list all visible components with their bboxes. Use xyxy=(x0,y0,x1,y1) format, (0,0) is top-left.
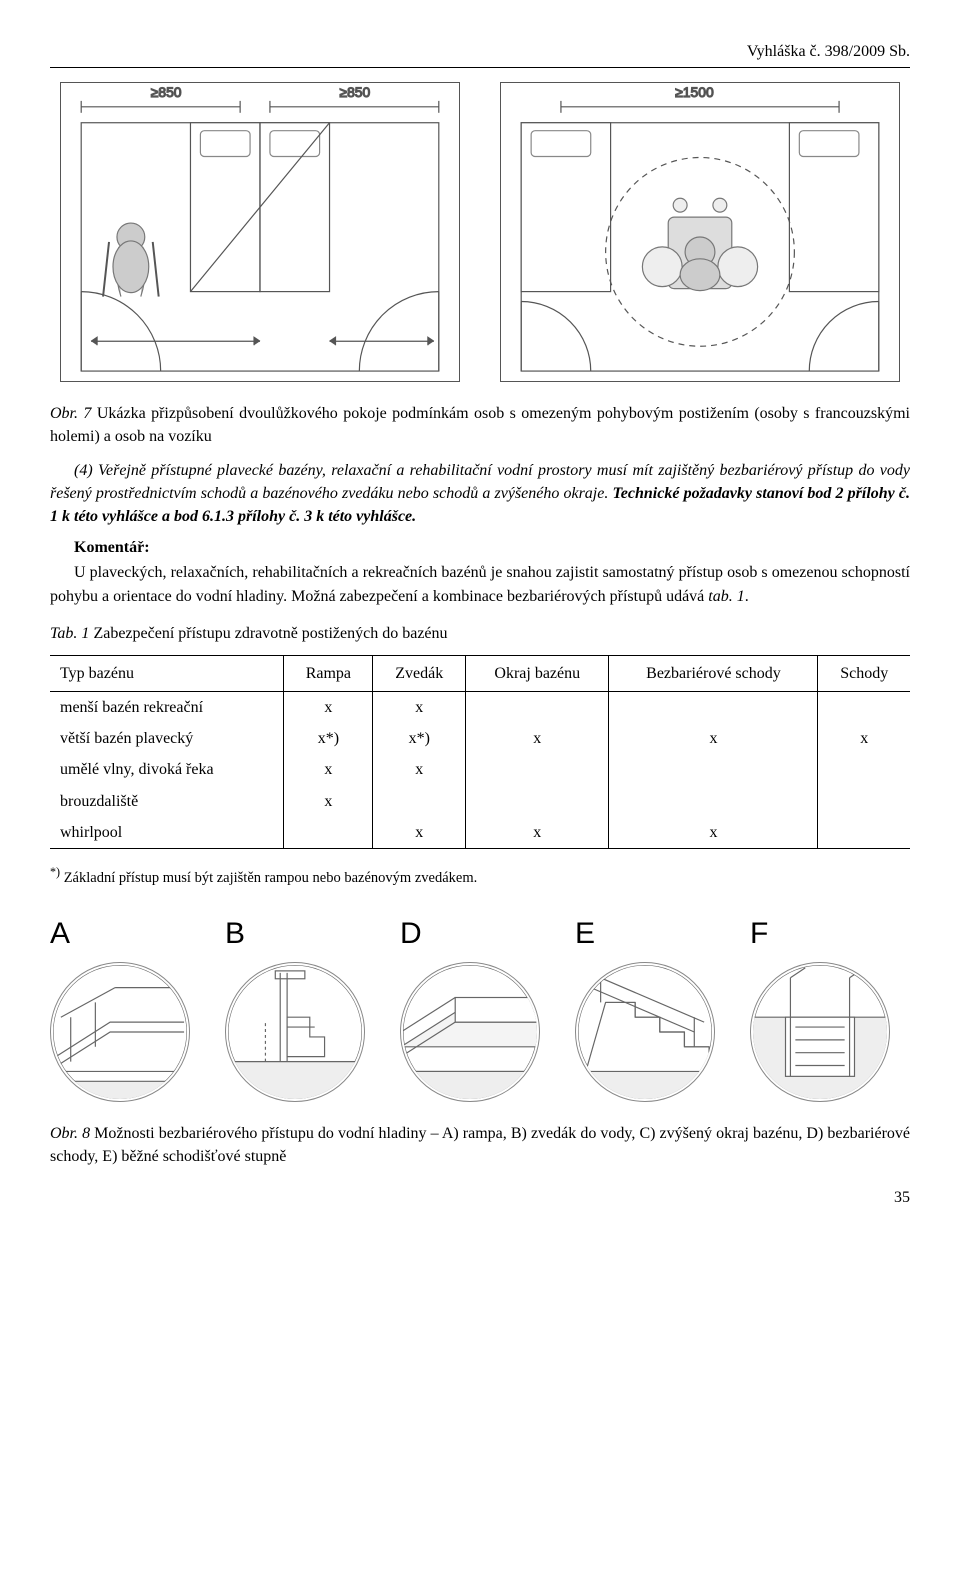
th-rampa: Rampa xyxy=(284,655,373,691)
circle-item-e: E xyxy=(575,912,735,1102)
circle-item-b: B xyxy=(225,912,385,1102)
th-schody: Schody xyxy=(818,655,910,691)
table-footnote: *) Základní přístup musí být zajištěn ra… xyxy=(50,864,910,889)
table-row: whirlpool x x x xyxy=(50,817,910,849)
circle-label-b: B xyxy=(225,912,245,956)
th-bezbar: Bezbariérové schody xyxy=(609,655,818,691)
circle-item-a: A xyxy=(50,912,210,1102)
figure-8-caption: Obr. 8 Možnosti bezbariérového přístupu … xyxy=(50,1122,910,1168)
circle-a-icon xyxy=(50,962,190,1102)
circle-label-f: F xyxy=(750,912,768,956)
svg-text:≥850: ≥850 xyxy=(151,84,182,100)
figure-7-text: Ukázka přizpůsobení dvoulůžkového pokoje… xyxy=(50,405,910,445)
figure-7-prefix: Obr. 7 xyxy=(50,405,91,422)
table-row: brouzdaliště x xyxy=(50,786,910,817)
footnote-mark: *) xyxy=(50,865,60,879)
commentary-end: . xyxy=(745,588,749,605)
table-body: menší bazén rekreační x x větší bazén pl… xyxy=(50,692,910,849)
commentary-ref: tab. 1 xyxy=(708,588,744,605)
footnote-text: Základní přístup musí být zajištěn rampo… xyxy=(60,869,477,885)
th-okraj: Okraj bazénu xyxy=(466,655,609,691)
commentary-label-line: Komentář: xyxy=(50,536,910,559)
figure-8-prefix: Obr. 8 xyxy=(50,1125,90,1142)
circle-d-icon xyxy=(400,962,540,1102)
table-1-caption: Tab. 1 Zabezpečení přístupu zdravotně po… xyxy=(50,622,910,645)
circle-e-icon xyxy=(575,962,715,1102)
circle-label-d: D xyxy=(400,912,422,956)
table-1-prefix: Tab. 1 xyxy=(50,625,89,642)
circle-diagrams-row: A B xyxy=(50,912,910,1102)
header-title: Vyhláška č. 398/2009 Sb. xyxy=(50,40,910,63)
page-number: 35 xyxy=(50,1186,910,1209)
svg-text:≥1500: ≥1500 xyxy=(675,84,714,100)
diagram-wheelchair-room: ≥1500 xyxy=(500,82,900,382)
table-row: umělé vlny, divoká řeka x x xyxy=(50,754,910,785)
table-row: menší bazén rekreační x x xyxy=(50,692,910,724)
circle-label-a: A xyxy=(50,912,70,956)
commentary-text: U plaveckých, relaxačních, rehabilitační… xyxy=(50,564,910,604)
commentary-label: Komentář: xyxy=(74,539,150,556)
svg-text:≥850: ≥850 xyxy=(339,84,370,100)
circle-item-d: D xyxy=(400,912,560,1102)
circle-f-icon xyxy=(750,962,890,1102)
figure-7-caption: Obr. 7 Ukázka přizpůsobení dvoulůžkového… xyxy=(50,402,910,448)
diagram-twin-beds: ≥850 ≥850 xyxy=(60,82,460,382)
table-1-text: Zabezpečení přístupu zdravotně postižený… xyxy=(89,625,447,642)
th-type: Typ bazénu xyxy=(50,655,284,691)
circle-b-icon xyxy=(225,962,365,1102)
figure-8-text: Možnosti bezbariérového přístupu do vodn… xyxy=(50,1125,910,1165)
th-zvedak: Zvedák xyxy=(373,655,466,691)
circle-item-f: F xyxy=(750,912,910,1102)
table-row: větší bazén plavecký x*) x*) x x x xyxy=(50,723,910,754)
header-rule xyxy=(50,67,910,68)
commentary-body: U plaveckých, relaxačních, rehabilitační… xyxy=(50,561,910,607)
circle-label-e: E xyxy=(575,912,595,956)
access-table: Typ bazénu Rampa Zvedák Okraj bazénu Bez… xyxy=(50,655,910,849)
top-diagrams: ≥850 ≥850 xyxy=(50,82,910,382)
para4-prefix: (4) xyxy=(74,462,98,479)
paragraph-4: (4) Veřejně přístupné plavecké bazény, r… xyxy=(50,459,910,529)
